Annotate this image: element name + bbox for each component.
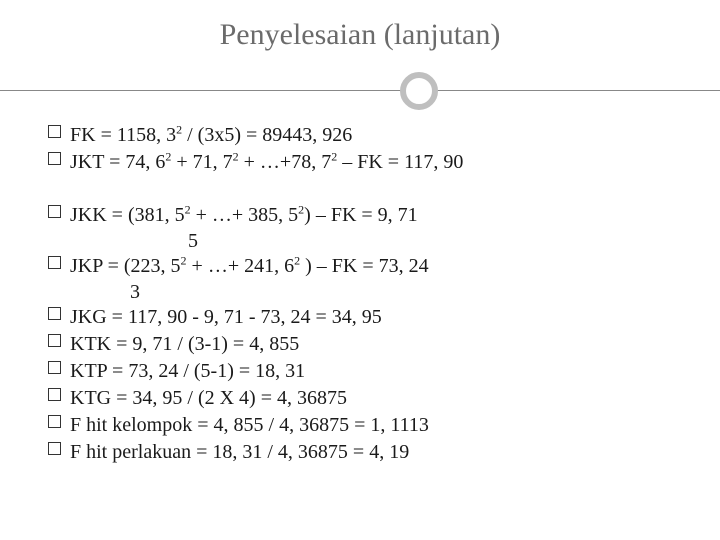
jkk-denominator: 5 [166,229,672,253]
bullet-icon [48,152,61,165]
text: JKT = 74, 6 [70,151,165,173]
line-fhk: F hit kelompok = 4, 855 / 4, 36875 = 1, … [48,412,672,439]
text: F hit kelompok = 4, 855 / 4, 36875 = 1, … [70,414,429,436]
bullet-icon [48,415,61,428]
text: JKK = (381, 5 [70,204,185,226]
bullet-icon [48,125,61,138]
text: KTP = 73, 24 / (5-1) = 18, 31 [70,360,305,382]
text: JKP = (223, 5 [70,255,181,277]
bullet-icon [48,442,61,455]
text: / (3x5) = 89443, 926 [182,124,352,146]
line-jkg: JKG = 117, 90 - 9, 71 - 73, 24 = 34, 95 [48,304,672,331]
line-fk: FK = 1158, 32 / (3x5) = 89443, 926 [48,122,672,149]
line-jkt: JKT = 74, 62 + 71, 72 + …+78, 72 – FK = … [48,149,672,176]
page-title: Penyelesaian (lanjutan) [0,0,720,64]
bullet-icon [48,205,61,218]
divider-line [0,90,720,91]
text: ) – FK = 9, 71 [304,204,418,226]
bullet-icon [48,256,61,269]
jkp-denominator: 3 [108,280,672,304]
line-ktk: KTK = 9, 71 / (3-1) = 4, 855 [48,331,672,358]
line-ktg: KTG = 34, 95 / (2 X 4) = 4, 36875 [48,385,672,412]
text: F hit perlakuan = 18, 31 / 4, 36875 = 4,… [70,441,409,463]
bullet-icon [48,388,61,401]
text: + …+78, 7 [239,151,332,173]
text: + …+ 385, 5 [191,204,299,226]
ring-icon [400,72,438,110]
text: + …+ 241, 6 [187,255,295,277]
text: + 71, 7 [171,151,232,173]
gap [48,176,672,202]
text: ) – FK = 73, 24 [300,255,429,277]
line-fhp: F hit perlakuan = 18, 31 / 4, 36875 = 4,… [48,439,672,466]
content-area: FK = 1158, 32 / (3x5) = 89443, 926 JKT =… [0,112,720,466]
divider [0,72,720,112]
text: JKG = 117, 90 - 9, 71 - 73, 24 = 34, 95 [70,306,382,328]
bullet-icon [48,361,61,374]
bullet-icon [48,307,61,320]
bullet-icon [48,334,61,347]
line-ktp: KTP = 73, 24 / (5-1) = 18, 31 [48,358,672,385]
text: KTG = 34, 95 / (2 X 4) = 4, 36875 [70,387,347,409]
text: KTK = 9, 71 / (3-1) = 4, 855 [70,333,299,355]
slide: Penyelesaian (lanjutan) FK = 1158, 32 / … [0,0,720,540]
text: – FK = 117, 90 [337,151,463,173]
text: FK = 1158, 3 [70,124,176,146]
line-jkp: JKP = (223, 52 + …+ 241, 62 ) – FK = 73,… [48,253,672,280]
line-jkk: JKK = (381, 52 + …+ 385, 52) – FK = 9, 7… [48,202,672,229]
